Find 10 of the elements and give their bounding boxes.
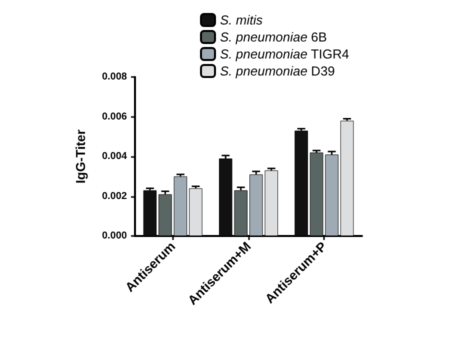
y-tick-label: 0.008 — [102, 72, 128, 82]
legend-label: S. pneumoniae D39 — [220, 64, 335, 78]
y-axis-title: IgG-Titer — [73, 130, 88, 184]
y-tick-label: 0.002 — [102, 190, 128, 202]
legend-label: S. pneumoniae 6B — [220, 30, 327, 44]
y-tick-label: 0.004 — [102, 151, 128, 162]
legend-label: S. mitis — [220, 12, 264, 28]
y-tick-label: 0.000 — [102, 230, 128, 242]
y-tick-label: 0.006 — [102, 111, 128, 122]
legend-label: S. pneumoniae TIGR4 — [220, 46, 350, 62]
